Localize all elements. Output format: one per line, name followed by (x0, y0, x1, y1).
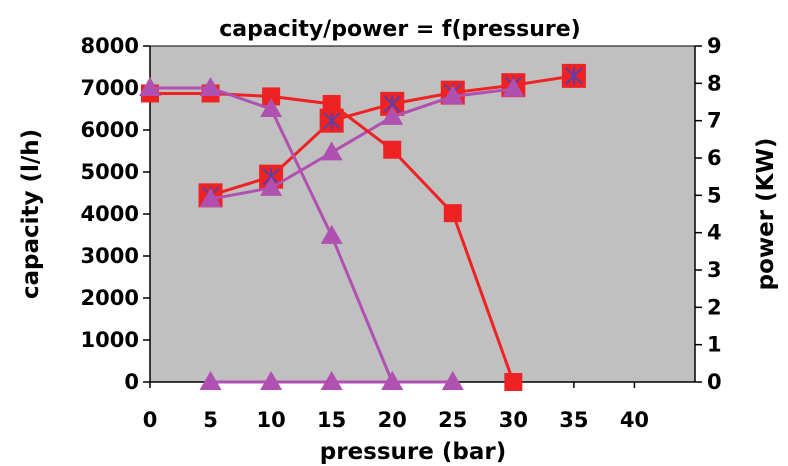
data-point-cross (565, 66, 583, 85)
data-point (262, 87, 281, 106)
series-2 (199, 77, 525, 208)
data-point (504, 373, 523, 391)
y2-tick-label: 0 (707, 370, 722, 394)
x-tick-label: 20 (378, 408, 407, 432)
data-point (322, 94, 341, 113)
y2-axis-label: power (KW) (753, 138, 779, 291)
data-point-cross (322, 111, 341, 130)
y-tick-label: 5000 (81, 160, 139, 184)
data-point (199, 77, 222, 96)
y-tick-label: 7000 (81, 76, 139, 100)
data-point (260, 98, 283, 117)
left-axis: 0 1000 2000 3000 4000 5000 6000 7000 8000 (81, 34, 151, 394)
y-tick-label: 3000 (81, 244, 139, 268)
y2-tick-label: 6 (707, 146, 722, 170)
x-tick-label: 25 (438, 408, 467, 432)
data-point (139, 77, 161, 96)
y2-tick-label: 7 (707, 109, 722, 133)
x-tick-label: 30 (499, 408, 528, 432)
bottom-axis: 0 5 10 15 20 25 30 35 40 (143, 381, 695, 432)
y2-tick-label: 9 (707, 34, 722, 58)
x-tick-label: 35 (559, 408, 588, 432)
data-point (260, 176, 283, 196)
y-tick-label: 2000 (81, 286, 139, 310)
x-axis-label: pressure (bar) (320, 439, 506, 465)
x-tick-label: 10 (256, 408, 285, 432)
series-line (210, 87, 514, 201)
data-point (381, 371, 404, 390)
data-point (199, 188, 222, 208)
y-axis-label: capacity (l/h) (18, 129, 44, 299)
data-point (320, 371, 343, 390)
data-point (381, 105, 404, 125)
data-point (502, 77, 525, 97)
right-axis: 0 1 2 3 4 5 6 7 8 9 (694, 34, 722, 394)
data-point (383, 140, 402, 159)
y2-tick-label: 8 (707, 71, 722, 95)
y2-tick-label: 5 (707, 183, 722, 207)
data-point (320, 141, 343, 161)
x-tick-label: 15 (317, 408, 346, 432)
y-tick-label: 0 (124, 370, 139, 394)
data-point (441, 85, 464, 105)
data-point (199, 371, 222, 390)
series-5 (199, 371, 464, 390)
data-point (320, 224, 343, 244)
data-point (260, 371, 283, 390)
y-tick-label: 8000 (81, 34, 139, 58)
x-tick-label: 5 (203, 408, 218, 432)
y-tick-label: 6000 (81, 118, 139, 142)
chart-title: capacity/power = f(pressure) (219, 17, 581, 42)
y2-tick-label: 4 (707, 221, 722, 245)
x-tick-label: 40 (620, 408, 649, 432)
x-tick-label: 0 (143, 408, 158, 432)
y2-tick-label: 2 (707, 295, 722, 319)
y2-tick-label: 1 (707, 333, 722, 357)
data-point (441, 371, 464, 390)
series-layer (139, 63, 586, 391)
data-point (443, 204, 462, 223)
y-tick-label: 1000 (81, 328, 139, 352)
plot-area (149, 45, 696, 383)
y2-tick-label: 3 (707, 258, 722, 282)
y-tick-label: 4000 (81, 202, 139, 226)
